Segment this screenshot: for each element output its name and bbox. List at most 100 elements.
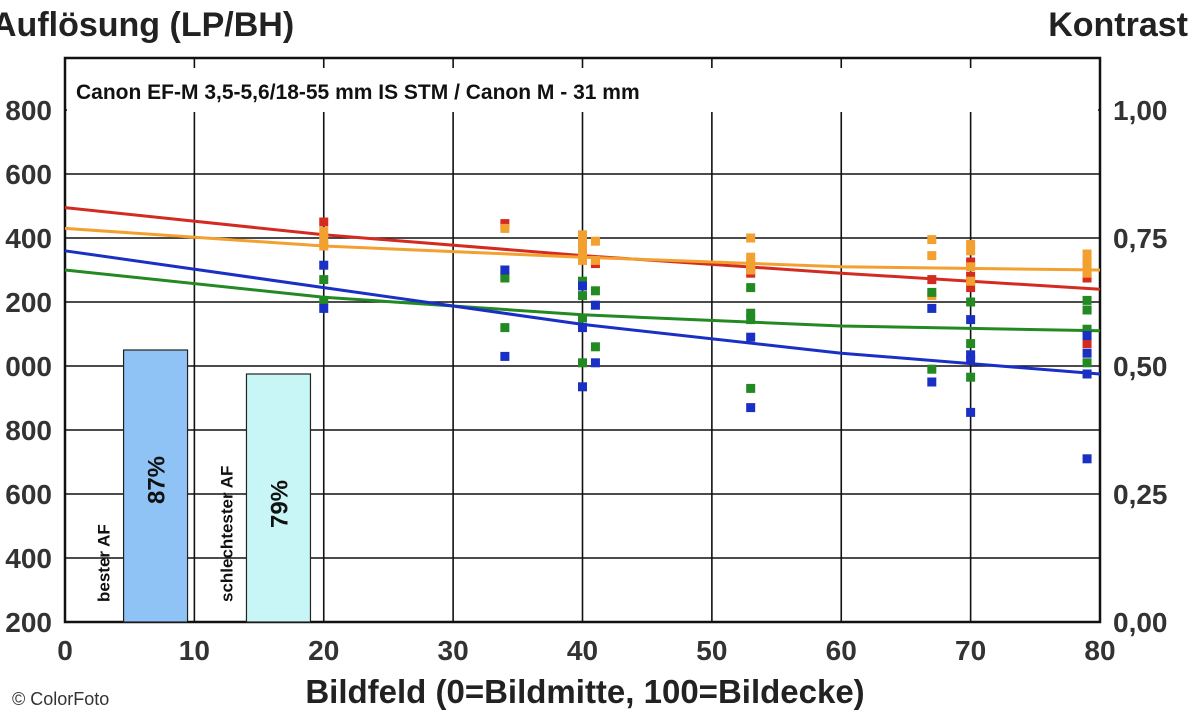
y-tick-label: 600 <box>5 479 52 510</box>
data-point <box>966 283 976 293</box>
chart-title: Canon EF-M 3,5-5,6/18-55 mm IS STM / Can… <box>76 81 640 104</box>
y-tick-label: 800 <box>5 95 52 126</box>
data-point <box>578 235 587 245</box>
data-point <box>966 297 976 307</box>
data-point <box>746 383 756 393</box>
x-tick-label: 10 <box>179 635 210 666</box>
x-ticks: 0 10 20 30 40 50 60 70 80 <box>57 635 1115 666</box>
data-point <box>500 323 510 333</box>
data-point <box>746 332 756 342</box>
data-point <box>966 271 976 281</box>
y-tick-label: 400 <box>5 223 52 254</box>
x-axis-title: Bildfeld (0=Bildmitte, 100=Bildecke) <box>305 673 864 710</box>
right-axis-title: Kontrast <box>1048 6 1188 44</box>
data-point <box>319 275 329 285</box>
data-point <box>578 249 587 259</box>
data-point <box>590 358 600 368</box>
data-point <box>319 303 329 313</box>
data-point <box>1082 358 1092 368</box>
data-point <box>578 230 587 240</box>
data-point <box>746 315 756 325</box>
x-tick-label: 60 <box>826 635 857 666</box>
data-point <box>319 235 329 245</box>
data-point <box>927 364 937 374</box>
data-point <box>1082 454 1092 464</box>
grid <box>65 58 1100 622</box>
data-point <box>966 355 976 365</box>
right-y-ticks: 0,00 0,25 0,50 0,75 1,00 <box>1113 95 1168 638</box>
data-point <box>927 251 937 261</box>
data-point <box>1082 262 1092 272</box>
data-point <box>746 308 756 318</box>
af-bar-label: schlechtester AF <box>217 466 236 602</box>
af-bar-value: 79% <box>266 480 293 528</box>
data-point <box>746 259 756 269</box>
data-point <box>578 358 587 368</box>
y-tick-label: 400 <box>5 543 52 574</box>
data-point <box>966 407 976 417</box>
data-point <box>966 239 976 249</box>
data-point <box>927 275 937 285</box>
credit-text: © ColorFoto <box>12 689 109 709</box>
data-point <box>578 255 587 265</box>
af-bar-label: bester AF <box>95 524 114 602</box>
data-point <box>578 276 587 286</box>
data-point <box>590 342 600 352</box>
data-point <box>966 246 976 256</box>
data-point <box>1082 369 1092 379</box>
data-point <box>1082 305 1092 315</box>
y2-tick-label: 0,25 <box>1113 479 1168 510</box>
data-point <box>500 351 510 361</box>
data-point <box>746 403 756 413</box>
data-point <box>590 236 600 246</box>
data-point <box>927 377 937 387</box>
x-tick-label: 70 <box>955 635 986 666</box>
data-point <box>966 372 976 382</box>
left-axis-title: Auflösung (LP/BH) <box>0 6 294 44</box>
af-bars: 87% bester AF 79% schlechtester AF <box>95 349 312 623</box>
data-point <box>590 255 600 265</box>
data-point <box>1082 331 1092 341</box>
data-point <box>578 281 587 291</box>
data-point <box>1082 249 1092 259</box>
data-point <box>578 291 587 301</box>
data-point <box>1082 339 1092 349</box>
data-point <box>578 323 587 333</box>
y-tick-label: 200 <box>5 607 52 638</box>
data-point <box>319 227 329 237</box>
data-point <box>500 223 510 233</box>
data-point <box>500 273 510 283</box>
data-point <box>1082 295 1092 305</box>
data-point <box>746 252 756 262</box>
title-background <box>67 68 1098 112</box>
data-point <box>578 382 587 392</box>
y2-tick-label: 0,75 <box>1113 223 1168 254</box>
x-tick-label: 30 <box>438 635 469 666</box>
x-tick-label: 40 <box>567 635 598 666</box>
data-point <box>500 219 510 229</box>
x-tick-label: 20 <box>308 635 339 666</box>
data-point <box>319 295 329 305</box>
af-bar <box>122 349 189 623</box>
y2-tick-label: 0,50 <box>1113 351 1168 382</box>
af-bar-value: 87% <box>144 456 171 504</box>
data-point <box>966 262 976 272</box>
data-point <box>927 235 937 245</box>
data-point <box>966 315 976 325</box>
data-point <box>590 300 600 310</box>
data-point <box>1082 348 1092 358</box>
y-tick-label: 200 <box>5 287 52 318</box>
x-tick-label: 80 <box>1084 635 1115 666</box>
data-point <box>966 257 976 267</box>
data-point <box>966 339 976 349</box>
y2-tick-label: 1,00 <box>1113 95 1168 126</box>
y2-tick-label: 0,00 <box>1113 607 1168 638</box>
data-point <box>319 241 329 251</box>
x-tick-label: 50 <box>696 635 727 666</box>
data-point <box>746 265 756 275</box>
y-tick-label: 800 <box>5 415 52 446</box>
data-point <box>746 233 756 243</box>
data-point <box>578 241 587 251</box>
y-tick-label: 600 <box>5 159 52 190</box>
